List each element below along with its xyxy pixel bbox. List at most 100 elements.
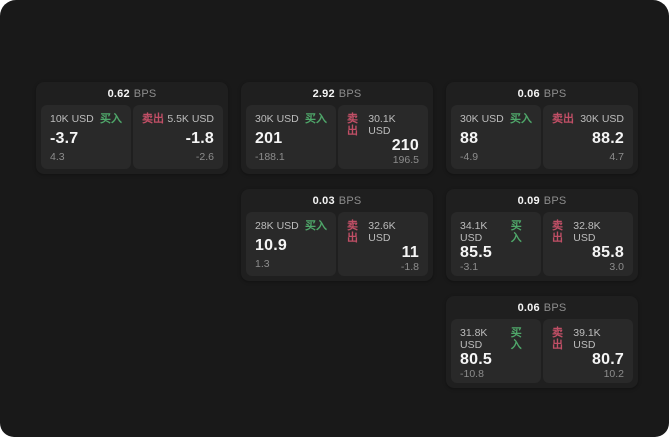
quote-card: 0.09 BPS 34.1K USD 买入 85.5 -3.1 卖出 32.8K… — [446, 189, 638, 281]
buy-amount: 30K USD — [255, 113, 299, 125]
buy-delta: -3.1 — [460, 261, 479, 273]
sell-price: 80.7 — [592, 351, 624, 368]
card-header: 0.06 BPS — [451, 82, 633, 105]
sell-price: 210 — [391, 137, 419, 154]
sell-amount: 32.6K USD — [368, 220, 396, 244]
sell-label: 卖出 — [347, 220, 358, 244]
quote-card: 0.62 BPS 10K USD 买入 -3.7 4.3 卖出 5.5K USD… — [36, 82, 228, 174]
quote-panels: 28K USD 买入 10.9 1.3 卖出 32.6K USD 11 -1.8 — [246, 212, 428, 276]
sell-delta: 10.2 — [603, 368, 624, 380]
buy-top-row: 34.1K USD 买入 — [460, 220, 532, 244]
sell-top-row: 卖出 30.1K USD — [347, 113, 419, 137]
buy-delta: 1.3 — [255, 258, 270, 270]
buy-price: 201 — [255, 129, 283, 147]
bps-unit-label: BPS — [338, 87, 362, 100]
sell-top-row: 卖出 30K USD — [552, 113, 624, 125]
card-header: 0.09 BPS — [451, 189, 633, 212]
sell-delta: -2.6 — [195, 151, 214, 163]
buy-delta: -10.8 — [460, 368, 484, 380]
quote-panels: 31.8K USD 买入 80.5 -10.8 卖出 39.1K USD 80.… — [451, 319, 633, 383]
buy-amount: 30K USD — [460, 113, 504, 125]
sell-delta: 196.5 — [392, 154, 419, 166]
sell-delta: -1.8 — [400, 261, 419, 273]
sell-amount: 30.1K USD — [368, 113, 396, 137]
bps-value: 0.03 — [312, 194, 335, 207]
quote-card: 0.03 BPS 28K USD 买入 10.9 1.3 卖出 32.6K US… — [241, 189, 433, 281]
quote-panels: 30K USD 买入 88 -4.9 卖出 30K USD 88.2 4.7 — [451, 105, 633, 169]
bps-value: 0.06 — [517, 301, 540, 314]
sell-delta: 4.7 — [609, 151, 624, 163]
sell-price: 85.8 — [592, 244, 624, 261]
sell-price: -1.8 — [185, 129, 214, 147]
quote-card: 0.06 BPS 30K USD 买入 88 -4.9 卖出 30K USD 8… — [446, 82, 638, 174]
sell-panel[interactable]: 卖出 32.6K USD 11 -1.8 — [338, 212, 428, 276]
buy-top-row: 31.8K USD 买入 — [460, 327, 532, 351]
buy-panel[interactable]: 34.1K USD 买入 85.5 -3.1 — [451, 212, 541, 276]
quote-card: 2.92 BPS 30K USD 买入 201 -188.1 卖出 30.1K … — [241, 82, 433, 174]
buy-panel[interactable]: 28K USD 买入 10.9 1.3 — [246, 212, 336, 276]
bps-unit-label: BPS — [543, 87, 567, 100]
buy-top-row: 10K USD 买入 — [50, 113, 122, 125]
buy-delta: -188.1 — [255, 151, 285, 163]
buy-panel[interactable]: 30K USD 买入 88 -4.9 — [451, 105, 541, 169]
buy-amount: 28K USD — [255, 220, 299, 232]
buy-label: 买入 — [510, 327, 522, 351]
buy-label: 买入 — [510, 220, 522, 244]
bps-value: 0.06 — [517, 87, 540, 100]
sell-price: 11 — [401, 244, 419, 261]
buy-amount: 31.8K USD — [460, 327, 488, 351]
buy-price: 10.9 — [255, 236, 287, 254]
buy-top-row: 30K USD 买入 — [255, 113, 327, 125]
sell-panel[interactable]: 卖出 39.1K USD 80.7 10.2 — [543, 319, 633, 383]
buy-amount: 10K USD — [50, 113, 94, 125]
bps-unit-label: BPS — [543, 301, 567, 314]
sell-top-row: 卖出 39.1K USD — [552, 327, 624, 351]
card-header: 0.03 BPS — [246, 189, 428, 212]
sell-panel[interactable]: 卖出 5.5K USD -1.8 -2.6 — [133, 105, 223, 169]
buy-price: 80.5 — [460, 351, 492, 368]
sell-delta: 3.0 — [609, 261, 624, 273]
quote-panels: 34.1K USD 买入 85.5 -3.1 卖出 32.8K USD 85.8… — [451, 212, 633, 276]
sell-label: 卖出 — [552, 113, 574, 125]
buy-price: 85.5 — [460, 244, 492, 261]
sell-panel[interactable]: 卖出 30.1K USD 210 196.5 — [338, 105, 428, 169]
buy-delta: 4.3 — [50, 151, 65, 163]
bps-unit-label: BPS — [338, 194, 362, 207]
bps-value: 2.92 — [312, 87, 335, 100]
buy-delta: -4.9 — [460, 151, 479, 163]
buy-label: 买入 — [305, 113, 327, 125]
buy-panel[interactable]: 30K USD 买入 201 -188.1 — [246, 105, 336, 169]
quote-panels: 30K USD 买入 201 -188.1 卖出 30.1K USD 210 1… — [246, 105, 428, 169]
buy-label: 买入 — [510, 113, 532, 125]
buy-price: -3.7 — [50, 129, 79, 147]
quote-card: 0.06 BPS 31.8K USD 买入 80.5 -10.8 卖出 39.1… — [446, 296, 638, 388]
sell-amount: 5.5K USD — [167, 113, 214, 125]
buy-panel[interactable]: 10K USD 买入 -3.7 4.3 — [41, 105, 131, 169]
sell-label: 卖出 — [347, 113, 358, 137]
buy-top-row: 30K USD 买入 — [460, 113, 532, 125]
sell-label: 卖出 — [142, 113, 164, 125]
quote-panels: 10K USD 买入 -3.7 4.3 卖出 5.5K USD -1.8 -2.… — [41, 105, 223, 169]
sell-top-row: 卖出 5.5K USD — [142, 113, 214, 125]
buy-top-row: 28K USD 买入 — [255, 220, 327, 232]
sell-panel[interactable]: 卖出 30K USD 88.2 4.7 — [543, 105, 633, 169]
card-header: 0.06 BPS — [451, 296, 633, 319]
buy-price: 88 — [460, 129, 479, 147]
sell-label: 卖出 — [552, 327, 563, 351]
buy-label: 买入 — [305, 220, 327, 232]
buy-panel[interactable]: 31.8K USD 买入 80.5 -10.8 — [451, 319, 541, 383]
sell-price: 88.2 — [592, 129, 624, 147]
sell-top-row: 卖出 32.8K USD — [552, 220, 624, 244]
sell-amount: 39.1K USD — [573, 327, 601, 351]
sell-top-row: 卖出 32.6K USD — [347, 220, 419, 244]
bps-value: 0.62 — [107, 87, 130, 100]
card-header: 2.92 BPS — [246, 82, 428, 105]
card-header: 0.62 BPS — [41, 82, 223, 105]
bps-unit-label: BPS — [543, 194, 567, 207]
bps-value: 0.09 — [517, 194, 540, 207]
sell-label: 卖出 — [552, 220, 563, 244]
sell-amount: 32.8K USD — [573, 220, 601, 244]
buy-amount: 34.1K USD — [460, 220, 488, 244]
sell-panel[interactable]: 卖出 32.8K USD 85.8 3.0 — [543, 212, 633, 276]
